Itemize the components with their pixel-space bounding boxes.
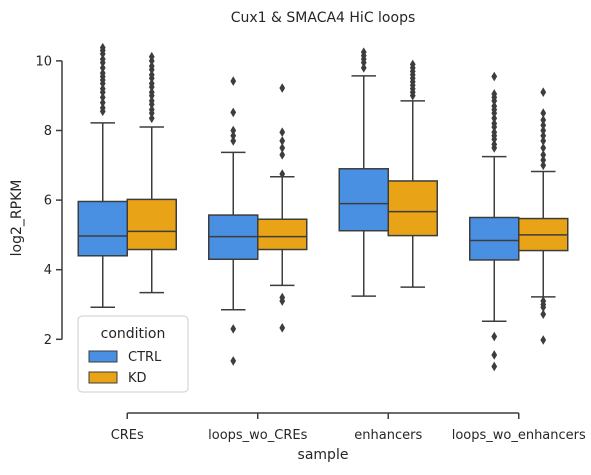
x-tick-label: loops_wo_CREs (208, 428, 307, 443)
y-tick-label: 4 (44, 263, 52, 278)
box-ctrl-CREs (78, 43, 127, 307)
box-kd-enhancers (388, 60, 437, 288)
x-axis: CREs loops_wo_CREs enhancers loops_wo_enhan… (111, 413, 586, 443)
box-iqr (388, 181, 437, 236)
outlier-point (279, 127, 285, 137)
box-kd-loops_wo_enhancers (519, 87, 568, 344)
y-tick-label: 6 (44, 194, 52, 209)
outlier-point (230, 108, 236, 118)
box-ctrl-loops_wo_enhancers (470, 72, 519, 372)
legend-label-kd: KD (128, 371, 147, 386)
outlier-point (491, 332, 497, 342)
y-tick-label: 10 (35, 54, 52, 69)
outlier-point (279, 136, 285, 146)
box-iqr (258, 219, 307, 249)
box-iqr (78, 201, 127, 255)
y-tick-label: 8 (44, 124, 52, 139)
outlier-point (279, 323, 285, 333)
x-axis-title: sample (298, 447, 349, 463)
box-iqr (127, 199, 176, 249)
legend: condition CTRL KD (78, 316, 188, 392)
outlier-point (230, 76, 236, 86)
box-iqr (470, 218, 519, 260)
legend-label-ctrl: CTRL (128, 350, 162, 365)
outlier-point (540, 335, 546, 345)
outlier-point (491, 362, 497, 372)
x-tick-label: enhancers (354, 428, 422, 443)
box-kd-loops_wo_CREs (258, 83, 307, 332)
outlier-point (230, 356, 236, 366)
y-tick-label: 2 (44, 333, 52, 348)
y-axis-title: log2_RPKM (9, 180, 25, 257)
box-iqr (339, 169, 388, 231)
legend-swatch-ctrl (89, 351, 117, 362)
box-kd-CREs (127, 52, 176, 293)
outlier-point (230, 126, 236, 136)
outlier-point (491, 72, 497, 82)
chart-title: Cux1 & SMACA4 HiC loops (231, 10, 416, 26)
y-axis: 2 4 6 8 10 (35, 54, 62, 347)
x-tick-label: CREs (111, 428, 144, 443)
outlier-point (491, 350, 497, 360)
box-ctrl-enhancers (339, 47, 388, 296)
box-ctrl-loops_wo_CREs (209, 76, 258, 365)
outlier-point (540, 87, 546, 97)
outlier-point (279, 83, 285, 93)
legend-swatch-kd (89, 372, 117, 383)
legend-title: condition (101, 326, 166, 342)
outlier-point (230, 324, 236, 334)
x-tick-label: loops_wo_enhancers (452, 428, 586, 443)
outlier-point (540, 108, 546, 118)
